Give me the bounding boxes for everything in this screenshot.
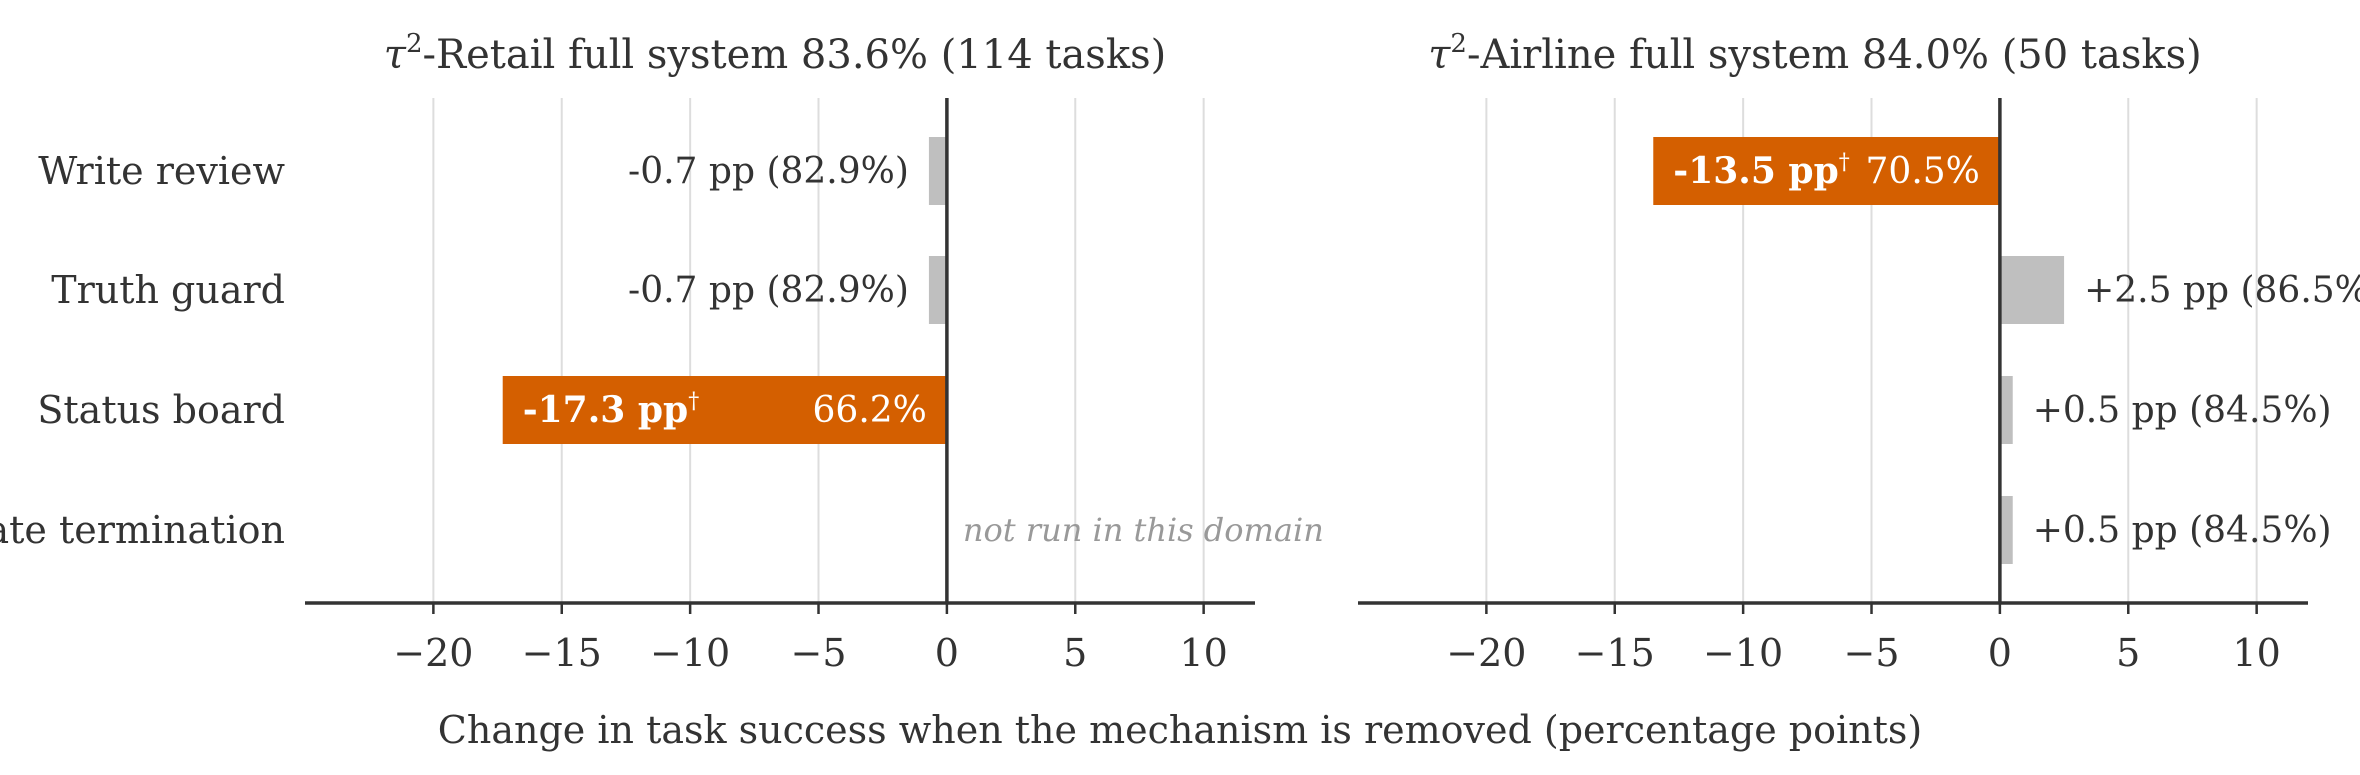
- airline-panel: τ2-Airline full system 84.0% (50 tasks)-…: [1358, 29, 2360, 675]
- bar: [1999, 496, 2013, 564]
- bar: [1999, 376, 2013, 444]
- retail-title: τ2-Retail full system 83.6% (114 tasks): [384, 29, 1166, 78]
- resulting-pct-label: 66.2%: [813, 390, 927, 431]
- resulting-pct-label: 70.5%: [1866, 151, 1980, 192]
- x-tick-label: −10: [1703, 631, 1783, 675]
- x-tick-label: −20: [393, 631, 473, 675]
- bar-value-label: +0.5 pp (84.5%): [2033, 390, 2332, 431]
- superscript-2: 2: [1450, 29, 1467, 59]
- delta-value: -13.5 pp: [1673, 150, 1839, 192]
- category-label: Truth guard: [51, 268, 285, 312]
- x-tick-label: 5: [1063, 631, 1087, 675]
- bar: [1999, 256, 2065, 324]
- not-run-note: not run in this domain: [963, 511, 1324, 549]
- category-label: Write review: [38, 149, 285, 193]
- bar-delta-label: -13.5 pp†: [1673, 150, 1850, 192]
- category-label: Status board: [37, 388, 285, 432]
- retail-domain-name: Retail: [436, 32, 555, 78]
- retail-title-stats: full system 83.6% (114 tasks): [568, 32, 1166, 78]
- x-tick-label: 5: [2116, 631, 2140, 675]
- dagger-mark: †: [688, 389, 699, 414]
- airline-domain-name: Airline: [1479, 32, 1616, 78]
- x-axis-label: Change in task success when the mechanis…: [438, 708, 1922, 752]
- x-tick-label: −5: [1843, 631, 1899, 675]
- title-gap: [555, 32, 568, 78]
- tau-symbol: τ: [384, 32, 407, 78]
- retail-panel: τ2-Retail full system 83.6% (114 tasks) W…: [0, 29, 1324, 675]
- airline-title-stats: full system 84.0% (50 tasks): [1629, 32, 2202, 78]
- x-tick-label: −10: [650, 631, 730, 675]
- bar-value-label: -0.7 pp (82.9%): [628, 270, 909, 311]
- x-tick-label: 10: [1179, 631, 1227, 675]
- x-tick-label: −5: [790, 631, 846, 675]
- bar-value-label: -0.7 pp (82.9%): [628, 151, 909, 192]
- bar-value-label: +2.5 pp (86.5%): [2084, 270, 2360, 311]
- significant-bar: [1653, 137, 2000, 205]
- x-tick-label: 10: [2232, 631, 2280, 675]
- delta-value: -17.3 pp: [523, 389, 689, 431]
- superscript-2: 2: [406, 29, 423, 59]
- significant-bar: [502, 376, 947, 444]
- dagger-mark: †: [1839, 150, 1850, 175]
- x-tick-label: 0: [935, 631, 959, 675]
- bar: [928, 137, 947, 205]
- airline-title: τ2-Airline full system 84.0% (50 tasks): [1428, 29, 2201, 78]
- x-tick-label: −20: [1446, 631, 1526, 675]
- bar-delta-label: -17.3 pp†: [523, 389, 700, 431]
- x-tick-label: −15: [1575, 631, 1655, 675]
- title-gap: [1616, 32, 1629, 78]
- category-label: Gate termination: [0, 508, 285, 552]
- x-tick-label: −15: [522, 631, 602, 675]
- title-dash: -: [1467, 32, 1481, 78]
- bar: [928, 256, 947, 324]
- title-dash: -: [422, 32, 436, 78]
- x-tick-label: 0: [1988, 631, 2012, 675]
- tau-symbol: τ: [1428, 32, 1451, 78]
- bar-value-label: +0.5 pp (84.5%): [2033, 510, 2332, 551]
